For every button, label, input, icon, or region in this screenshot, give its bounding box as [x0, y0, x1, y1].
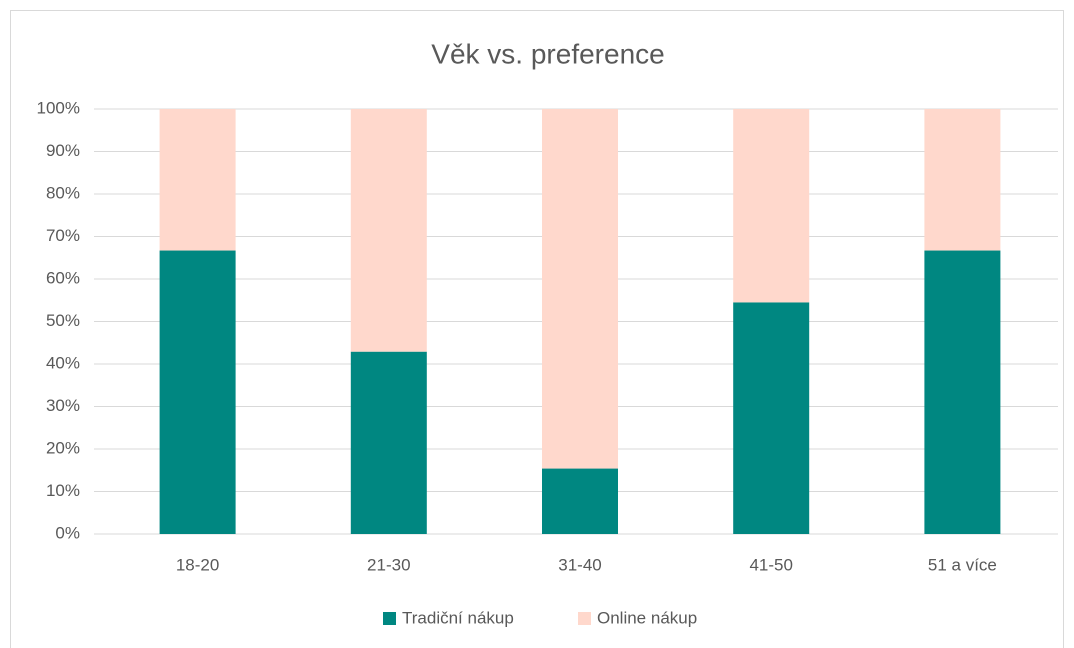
legend-label: Online nákup — [597, 608, 697, 627]
y-tick-label: 20% — [46, 438, 80, 457]
x-tick-label: 31-40 — [558, 555, 601, 574]
bar-segment — [733, 302, 810, 534]
y-tick-label: 70% — [46, 226, 80, 245]
legend-swatch — [578, 612, 591, 625]
bar-segment — [733, 109, 810, 303]
y-tick-label: 60% — [46, 268, 80, 287]
bar-segment — [350, 109, 427, 352]
legend-swatch — [383, 612, 396, 625]
bar-segment — [924, 109, 1001, 251]
bar-segment — [350, 351, 427, 534]
bar-segment — [542, 109, 618, 469]
y-tick-label: 80% — [46, 183, 80, 202]
bar-segment — [159, 250, 236, 534]
legend-label: Tradiční nákup — [402, 608, 514, 627]
y-tick-label: 50% — [46, 311, 80, 330]
x-tick-label: 51 a více — [928, 555, 997, 574]
bar-segment — [924, 250, 1001, 534]
y-tick-label: 100% — [37, 98, 80, 117]
y-tick-label: 40% — [46, 353, 80, 372]
x-tick-label: 18-20 — [176, 555, 219, 574]
y-tick-label: 30% — [46, 396, 80, 415]
y-tick-label: 10% — [46, 481, 80, 500]
x-tick-label: 21-30 — [367, 555, 410, 574]
x-tick-label: 41-50 — [749, 555, 792, 574]
bar-segment — [542, 468, 618, 534]
bar-segment — [159, 109, 236, 251]
chart-title: Věk vs. preference — [431, 38, 664, 69]
y-tick-label: 0% — [55, 523, 80, 542]
y-tick-label: 90% — [46, 141, 80, 160]
